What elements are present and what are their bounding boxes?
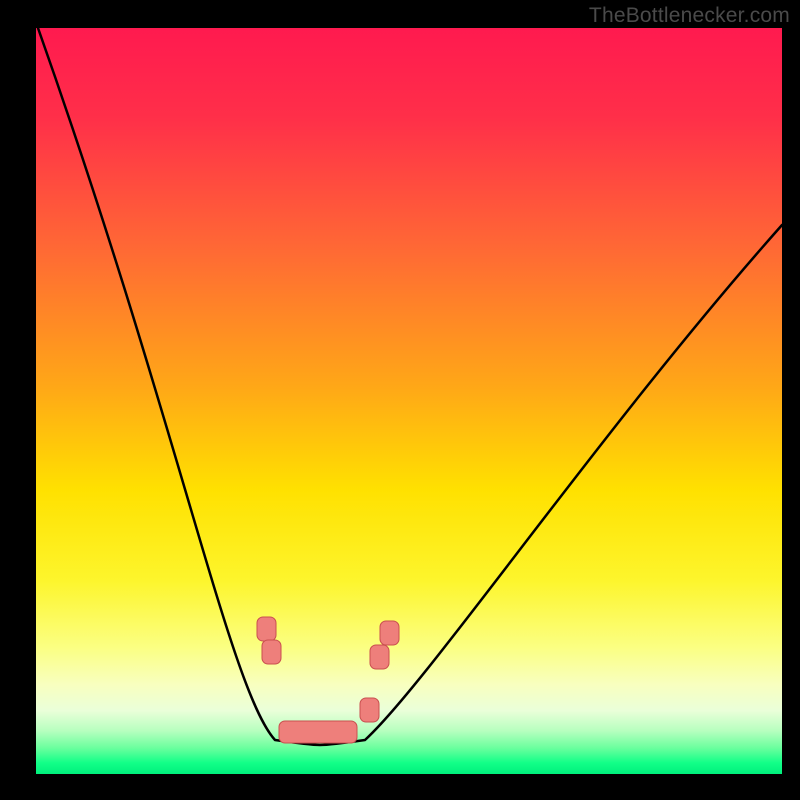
marker-point	[380, 621, 399, 645]
marker-point	[262, 640, 281, 664]
marker-point	[370, 645, 389, 669]
chart-container: TheBottlenecker.com	[0, 0, 800, 800]
watermark-text: TheBottlenecker.com	[589, 4, 790, 28]
marker-bar	[279, 721, 357, 743]
marker-point	[360, 698, 379, 722]
marker-point	[257, 617, 276, 641]
bottleneck-chart	[0, 0, 800, 800]
plot-gradient-background	[36, 28, 782, 774]
